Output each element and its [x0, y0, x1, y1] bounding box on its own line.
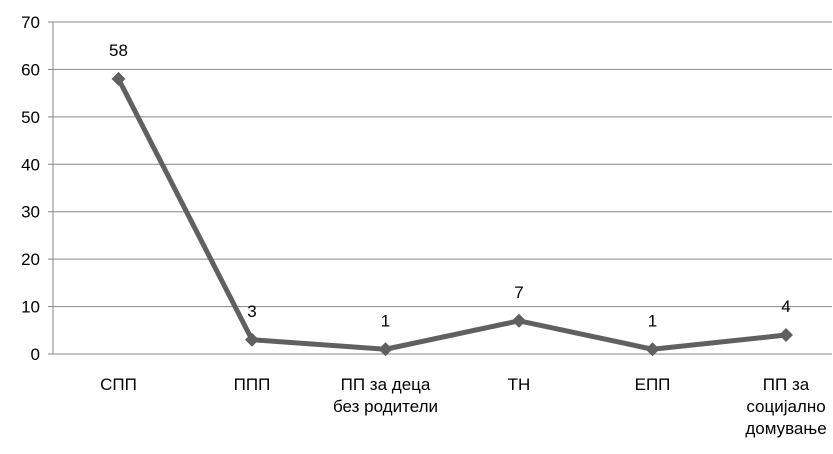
data-label: 1	[381, 311, 390, 330]
x-tick-label: ПП за деца без родители	[333, 375, 438, 416]
y-tick-labels: 0 10 20 30 40 50 60 70	[21, 13, 40, 364]
series-line	[116, 76, 789, 352]
x-tick-label: ЕПП	[635, 375, 671, 394]
data-point-marker	[779, 328, 793, 343]
x-tick-label: ТН	[508, 375, 531, 394]
gridlines	[53, 21, 832, 308]
y-tick-label: 30	[21, 203, 40, 222]
data-label: 58	[109, 41, 128, 60]
data-label: 4	[781, 297, 790, 316]
data-labels: 58 3 1 7 1 4	[109, 41, 791, 330]
data-point-marker	[378, 342, 393, 357]
data-point-marker	[111, 71, 126, 86]
y-tick-label: 10	[21, 298, 40, 317]
axes	[48, 21, 832, 355]
y-tick-label: 70	[21, 13, 40, 32]
data-point-marker	[512, 313, 526, 328]
data-point-marker	[645, 342, 660, 357]
data-label: 7	[514, 283, 523, 302]
series	[111, 71, 793, 357]
x-tick-labels: СПП ППП ПП за деца без родители ТН ЕПП ПП за со…	[100, 375, 827, 438]
x-tick-label: СПП	[100, 375, 137, 394]
y-tick-label: 50	[21, 108, 40, 127]
data-point-marker	[245, 332, 259, 347]
y-tick-label: 0	[31, 345, 40, 364]
x-tick-label: ППП	[234, 375, 271, 394]
y-tick-label: 40	[21, 155, 40, 174]
y-tick-label: 20	[21, 250, 40, 269]
x-tick-label: ПП за социјално домување	[745, 375, 826, 438]
data-label: 3	[247, 302, 256, 321]
y-tick-label: 60	[21, 60, 40, 79]
data-label: 1	[648, 311, 657, 330]
